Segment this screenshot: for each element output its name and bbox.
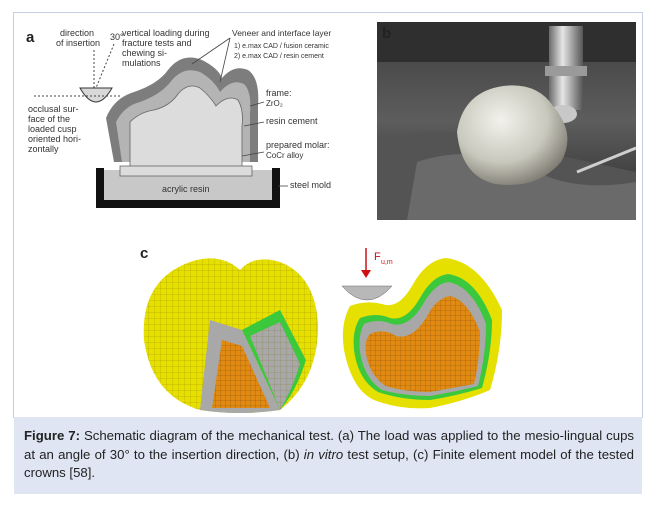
resin-cement-label: resin cement	[266, 116, 318, 126]
steel-mold-label: steel mold	[290, 180, 331, 190]
angle-label: 30°	[110, 32, 124, 42]
occlusal-label-4: oriented hori-	[28, 134, 81, 144]
caption-box	[14, 417, 642, 494]
occlusal-label-5: zontally	[28, 144, 59, 154]
load-stamp	[79, 87, 113, 103]
molar-base	[119, 165, 253, 177]
loading-label-4: mulations	[122, 58, 161, 68]
veneer-leader-1	[191, 37, 231, 65]
frame-label-1: frame:	[266, 88, 292, 98]
molar-label-2: CoCr alloy	[266, 151, 303, 160]
prepared-molar	[129, 85, 243, 171]
load-direction	[95, 43, 115, 89]
veneer-leader-2	[219, 37, 231, 83]
loading-label-2: fracture tests and	[122, 38, 192, 48]
frame-label-2: ZrO₂	[266, 99, 283, 108]
panel-b-letter: b	[382, 25, 391, 42]
panel-a-schematic: a direction of insertion 30° vertical lo…	[26, 28, 331, 208]
force-arrow-head	[361, 270, 371, 278]
panel-a-letter: a	[26, 29, 35, 46]
veneer-option-2: 2) e.max CAD / resin cement	[234, 53, 324, 60]
force-symbol: F	[374, 251, 381, 263]
molar-label-1: prepared molar:	[266, 140, 330, 150]
panel-c-fem-models: c F u,m	[140, 245, 502, 413]
fem-load-stamp	[341, 285, 393, 301]
loading-label-3: chewing si-	[122, 48, 167, 58]
occlusal-label-1: occlusal sur-	[28, 104, 79, 114]
occlusal-label-2: face of the	[28, 114, 70, 124]
cement-leader	[243, 121, 265, 127]
force-subscript: u,m	[381, 259, 393, 266]
veneer-option-1: 1) e.max CAD / fusion ceramic	[234, 43, 329, 50]
panel-c-letter: c	[140, 245, 148, 262]
frame-leader	[249, 101, 265, 107]
figure-label: Figure 7:	[24, 428, 80, 443]
figure-caption: Figure 7: Schematic diagram of the mecha…	[24, 427, 634, 483]
occlusal-label-3: loaded cusp	[28, 124, 77, 134]
veneer-title: Veneer and interface layer	[232, 28, 331, 38]
loading-label-1: vertical loading during	[122, 28, 210, 38]
acrylic-label: acrylic resin	[162, 184, 210, 194]
direction-label-1: direction	[60, 28, 94, 38]
panel-b-photo: b	[377, 22, 636, 220]
steel-mold	[96, 168, 280, 208]
direction-label-2: of insertion	[56, 38, 100, 48]
caption-italic: in vitro	[303, 446, 344, 462]
caption-text-2: test setup, (c) Finite element model of …	[24, 446, 634, 481]
molar-leader	[241, 151, 265, 157]
caption-text-1: Schematic diagram of the mechanical test…	[24, 428, 635, 462]
